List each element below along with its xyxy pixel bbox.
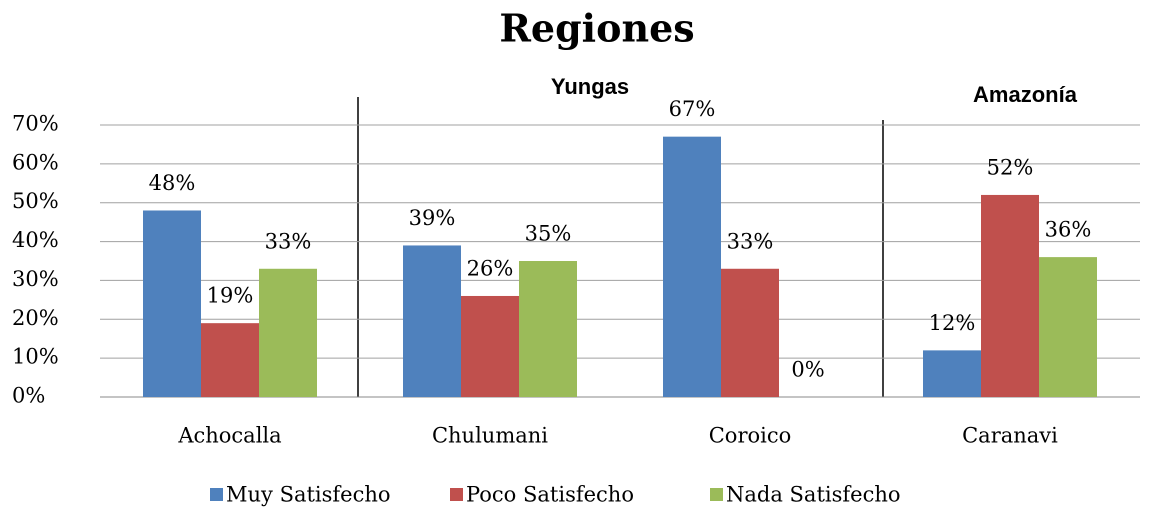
data-label: 39% xyxy=(409,206,456,230)
data-label: 33% xyxy=(265,229,312,253)
bar xyxy=(461,295,519,397)
bar xyxy=(1039,257,1097,397)
data-label: 19% xyxy=(207,284,254,308)
bar xyxy=(143,210,201,397)
y-tick-label: 10% xyxy=(12,345,59,369)
data-label: 67% xyxy=(669,97,716,121)
y-tick-label: 50% xyxy=(12,189,59,213)
bar xyxy=(923,350,981,397)
legend-swatch xyxy=(450,488,463,501)
y-tick-label: 20% xyxy=(12,306,59,330)
chart-title: Regiones xyxy=(499,6,694,51)
y-tick-label: 70% xyxy=(12,112,59,136)
x-tick-label: Achocalla xyxy=(177,424,281,448)
legend-label: Poco Satisfecho xyxy=(466,483,634,507)
bar xyxy=(201,323,259,397)
bar xyxy=(403,245,461,397)
x-tick-label: Coroico xyxy=(709,424,792,448)
data-label: 33% xyxy=(727,229,774,253)
bar xyxy=(721,268,779,397)
x-tick-label: Caranavi xyxy=(962,424,1058,448)
legend-label: Nada Satisfecho xyxy=(726,483,901,507)
data-label: 48% xyxy=(149,171,196,195)
data-label: 36% xyxy=(1045,218,1092,242)
data-label: 26% xyxy=(467,256,514,280)
legend-swatch xyxy=(710,488,723,501)
data-label: 35% xyxy=(525,222,572,246)
y-tick-label: 60% xyxy=(12,150,59,174)
data-label: 52% xyxy=(987,155,1034,179)
bar xyxy=(663,136,721,397)
bar xyxy=(259,268,317,397)
bar xyxy=(519,261,577,397)
region-label: Yungas xyxy=(551,74,629,99)
y-tick-label: 30% xyxy=(12,267,59,291)
y-tick-label: 0% xyxy=(12,384,45,408)
legend-label: Muy Satisfecho xyxy=(226,483,391,507)
legend-swatch xyxy=(210,488,223,501)
data-label: 12% xyxy=(929,311,976,335)
y-tick-label: 40% xyxy=(12,228,59,252)
region-label: Amazonía xyxy=(973,82,1078,107)
data-label: 0% xyxy=(791,358,824,382)
x-tick-label: Chulumani xyxy=(432,424,548,448)
bar xyxy=(981,194,1039,397)
